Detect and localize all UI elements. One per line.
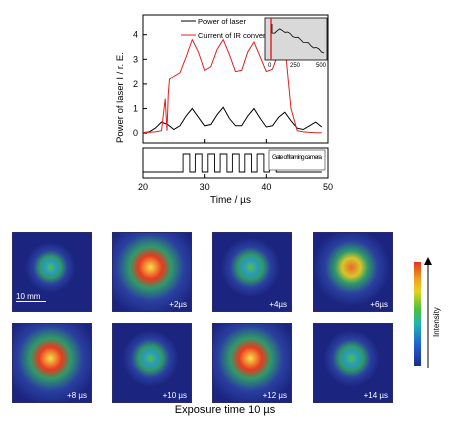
series-line-0 [142,106,323,134]
frame-time-label: +8 µs [67,391,87,400]
y-tick-label: 4 [133,30,138,40]
legend-label-current: Current of IR converter [198,31,275,40]
legend-label-power: Power of laser [198,17,246,26]
series-layer [142,38,323,134]
x-tick-label: 20 [138,182,148,192]
gate-label-box [268,149,326,171]
scale-bar [16,301,46,302]
y-axis-label: Power of laser I / r. E. [115,52,126,143]
gate-label: Gate of framing camera [272,154,322,161]
scale-bar-label: 10 mm [16,292,41,301]
x-axis-ticks: 20 30 40 50 [138,139,333,192]
camera-frame-6: +10 µs [112,323,192,403]
frame-time-label: +4µs [269,300,287,309]
inset-xtick-1: 250 [290,63,301,69]
plot-frame [142,14,329,144]
inset-curve [271,24,325,54]
inset-frame [264,17,328,61]
colorbar-label: Intensity [432,307,441,337]
series-line-1 [142,38,322,134]
inset-xtick-2: 500 [316,63,327,69]
frame-time-label: +10 µs [162,391,187,400]
gate-trace [143,153,322,173]
frame-time-label: +14 µs [363,391,388,400]
camera-frame-7: +12 µs [212,323,292,403]
legend: Power of laser Current of IR converter [181,17,275,40]
frame-time-label: +2µs [169,300,187,309]
camera-frame-8: +14 µs [313,323,393,403]
camera-frame-3: +4µs [212,232,292,312]
inset-xtick-0: 0 [268,63,272,69]
x-axis-label: Time / µs [210,195,251,206]
x-tick-label: 50 [323,182,333,192]
x-tick-label: 30 [200,182,210,192]
laser-power-chart: 0 1 2 3 4 Power of laser Current of IR conve… [115,14,333,206]
camera-frame-1: 10 mm [12,232,92,312]
x-tick-label: 40 [261,182,271,192]
y-tick-label: 0 [133,128,138,138]
intensity-colorbar [414,262,421,366]
y-tick-label: 1 [133,104,138,114]
camera-frame-2: +2µs [112,232,192,312]
colorbar-arrowhead [424,257,432,265]
y-tick-label: 2 [133,79,138,89]
exposure-caption: Exposure time 10 µs [174,404,276,416]
frame-time-label: +12 µs [262,391,287,400]
y-axis-ticks: 0 1 2 3 4 [133,30,147,138]
camera-frame-5: +8 µs [12,323,92,403]
colorbar-arrow-group: Intensity [424,257,441,368]
frame-time-label: +6µs [370,300,388,309]
inset-plot: 0 250 500 [264,17,328,69]
gate-frame [142,147,329,179]
camera-frame-4: +6µs [313,232,393,312]
y-tick-label: 3 [133,54,138,64]
